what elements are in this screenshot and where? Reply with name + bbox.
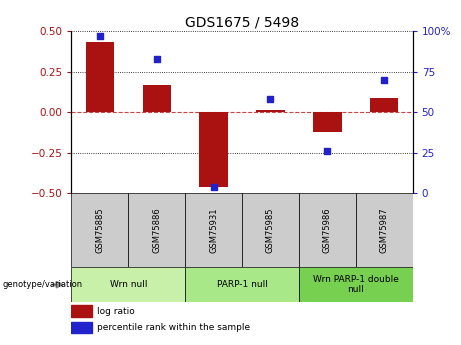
- Bar: [86, 42, 114, 112]
- Title: GDS1675 / 5498: GDS1675 / 5498: [185, 16, 299, 30]
- Text: GSM75985: GSM75985: [266, 208, 275, 253]
- Point: [210, 184, 217, 189]
- Text: genotype/variation: genotype/variation: [2, 280, 83, 289]
- Bar: [142, 85, 171, 112]
- Bar: [313, 112, 342, 131]
- Text: Wrn PARP-1 double
null: Wrn PARP-1 double null: [313, 275, 399, 294]
- Bar: [185, 267, 299, 302]
- Text: GSM75886: GSM75886: [152, 207, 161, 253]
- Bar: [370, 98, 398, 112]
- Bar: [299, 193, 356, 267]
- Point: [96, 33, 104, 39]
- Bar: [200, 112, 228, 187]
- Point: [380, 77, 388, 82]
- Text: GSM75986: GSM75986: [323, 207, 332, 253]
- Bar: [128, 193, 185, 267]
- Text: Wrn null: Wrn null: [110, 280, 147, 289]
- Text: GSM75931: GSM75931: [209, 208, 218, 253]
- Text: PARP-1 null: PARP-1 null: [217, 280, 267, 289]
- Point: [153, 56, 160, 61]
- Point: [324, 148, 331, 154]
- Bar: [71, 305, 92, 317]
- Text: GSM75885: GSM75885: [95, 207, 104, 253]
- Bar: [242, 193, 299, 267]
- Bar: [71, 267, 185, 302]
- Text: log ratio: log ratio: [97, 307, 135, 316]
- Text: percentile rank within the sample: percentile rank within the sample: [97, 323, 250, 332]
- Point: [267, 96, 274, 102]
- Text: GSM75987: GSM75987: [380, 207, 389, 253]
- Bar: [71, 193, 128, 267]
- Bar: [71, 322, 92, 333]
- Bar: [356, 193, 413, 267]
- Bar: [185, 193, 242, 267]
- Bar: [299, 267, 413, 302]
- Bar: [256, 110, 285, 112]
